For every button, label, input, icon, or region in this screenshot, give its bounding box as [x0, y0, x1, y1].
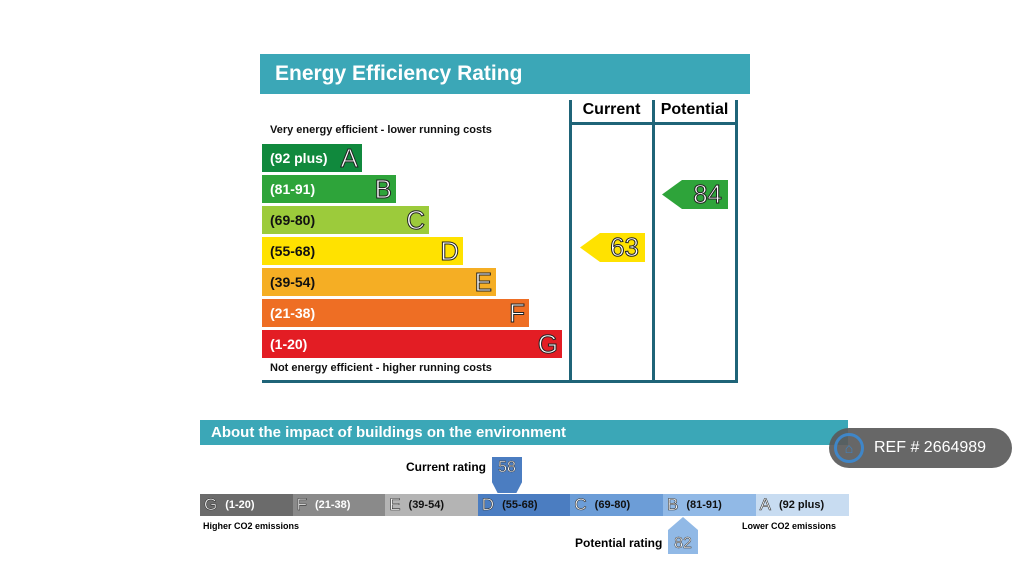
rating-band-d: (55-68) D: [262, 235, 463, 266]
environment-band-c: C (69-80): [570, 494, 664, 516]
current-rating-marker: 58: [492, 457, 522, 493]
rating-band-g: (1-20) G: [262, 328, 562, 359]
band-letter: E: [389, 495, 401, 515]
top-note: Very energy efficient - lower running co…: [270, 124, 492, 136]
band-range: (92 plus): [778, 499, 825, 511]
band-range: (39-54): [408, 499, 444, 511]
band-range: (69-80): [270, 212, 316, 228]
rating-band-f: (21-38) F: [262, 297, 529, 328]
potential-rating-value: 82: [674, 535, 692, 553]
environment-band-b: B (81-91): [663, 494, 756, 516]
band-letter: D: [440, 235, 460, 266]
current-rating-value: 58: [498, 459, 516, 477]
current-rating-arrow: 63: [580, 233, 645, 262]
band-letter: A: [340, 142, 358, 173]
band-range: (69-80): [594, 499, 631, 511]
current-rating-label: Current rating: [406, 460, 487, 474]
band-letter: G: [204, 495, 218, 515]
divider: [569, 122, 738, 125]
rating-band-b: (81-91) B: [262, 173, 396, 204]
rating-band-c: (69-80) C: [262, 204, 429, 235]
band-range: (55-68): [502, 499, 538, 511]
ref-badge[interactable]: ⌂ REF # 2664989: [829, 428, 1012, 468]
band-letter: B: [667, 495, 679, 515]
potential-rating-label: Potential rating: [575, 536, 663, 550]
band-letter: F: [296, 495, 307, 515]
potential-column-header: Potential: [660, 101, 729, 118]
divider: [569, 100, 572, 383]
bottom-note: Not energy efficient - higher running co…: [270, 362, 492, 374]
environment-band-e: E (39-54): [385, 494, 479, 516]
band-range: (81-91): [686, 499, 722, 511]
environment-band-d: D (55-68): [477, 494, 571, 516]
potential-rating-arrow: 84: [662, 180, 728, 209]
potential-rating-value: 84: [693, 179, 723, 209]
environment-band-f: F (21-38): [292, 494, 386, 516]
band-letter: E: [474, 266, 492, 297]
environment-title: About the impact of buildings on the env…: [200, 420, 848, 445]
higher-emissions-label: Higher CO2 emissions: [203, 521, 300, 531]
band-letter: B: [374, 173, 392, 204]
rating-band-a: (92 plus) A: [262, 142, 362, 173]
divider: [735, 100, 738, 383]
band-letter: C: [574, 495, 587, 515]
ref-text: REF # 2664989: [874, 439, 987, 456]
band-letter: C: [406, 204, 426, 235]
home-icon: ⌂: [834, 433, 864, 463]
current-rating-value: 63: [610, 232, 640, 262]
band-letter: F: [509, 297, 526, 328]
band-range: (39-54): [270, 274, 316, 290]
rating-band-e: (39-54) E: [262, 266, 496, 297]
band-range: (81-91): [270, 181, 316, 197]
band-range: (1-20): [270, 336, 308, 352]
band-range: (1-20): [225, 499, 255, 511]
band-range: (21-38): [270, 305, 316, 321]
current-column-header: Current: [582, 101, 641, 118]
band-range: (55-68): [270, 243, 316, 259]
lower-emissions-label: Lower CO2 emissions: [742, 521, 837, 531]
divider: [262, 380, 738, 383]
energy-rating-title: Energy Efficiency Rating: [260, 54, 750, 94]
divider: [652, 100, 655, 383]
band-letter: D: [481, 495, 495, 515]
band-letter: A: [759, 495, 771, 515]
environment-band-a: A (92 plus): [755, 494, 849, 516]
potential-rating-marker: 82: [668, 517, 698, 554]
band-letter: G: [537, 328, 558, 359]
environment-band-g: G (1-20): [200, 494, 293, 516]
band-range: (21-38): [314, 499, 351, 511]
band-range: (92 plus): [270, 150, 328, 166]
